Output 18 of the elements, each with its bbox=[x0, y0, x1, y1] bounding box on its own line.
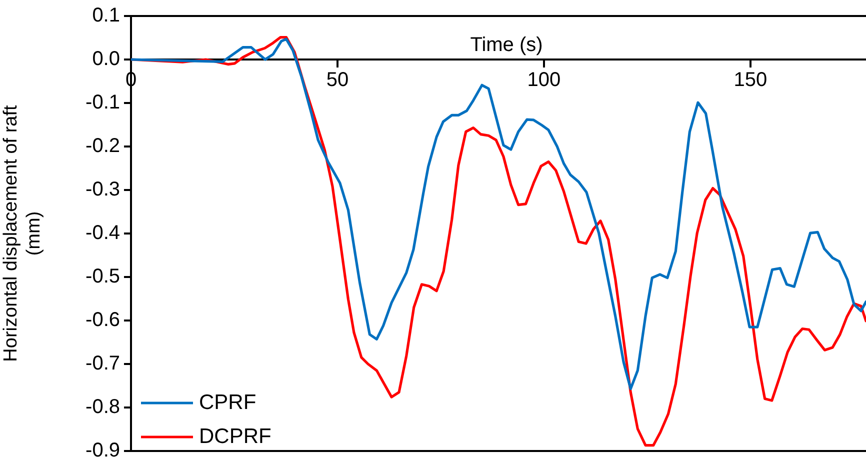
y-tick-label: -0.9 bbox=[86, 440, 120, 462]
y-tick-label: 0.1 bbox=[92, 4, 120, 27]
y-tick-label: -0.5 bbox=[86, 266, 120, 288]
x-tick-label: 100 bbox=[527, 69, 561, 92]
y-tick-label: -0.4 bbox=[86, 222, 120, 244]
y-tick-label: 0.0 bbox=[92, 48, 120, 70]
y-tick-label: -0.7 bbox=[86, 352, 120, 375]
x-tick-label: 150 bbox=[734, 69, 768, 92]
y-tick-label: -0.3 bbox=[86, 178, 120, 201]
x-tick-label: 50 bbox=[326, 69, 349, 92]
legend-label: DCPRF bbox=[199, 424, 272, 448]
y-axis-title: Horizontal displacement of raft (mm) bbox=[0, 104, 44, 362]
x-axis-title: Time (s) bbox=[470, 34, 543, 56]
y-tick-label: -0.2 bbox=[86, 135, 120, 158]
y-tick-label: -0.8 bbox=[86, 396, 120, 418]
legend-label: CPRF bbox=[199, 390, 256, 414]
y-tick-label: -0.1 bbox=[86, 92, 120, 114]
y-tick-label: -0.6 bbox=[86, 309, 120, 332]
